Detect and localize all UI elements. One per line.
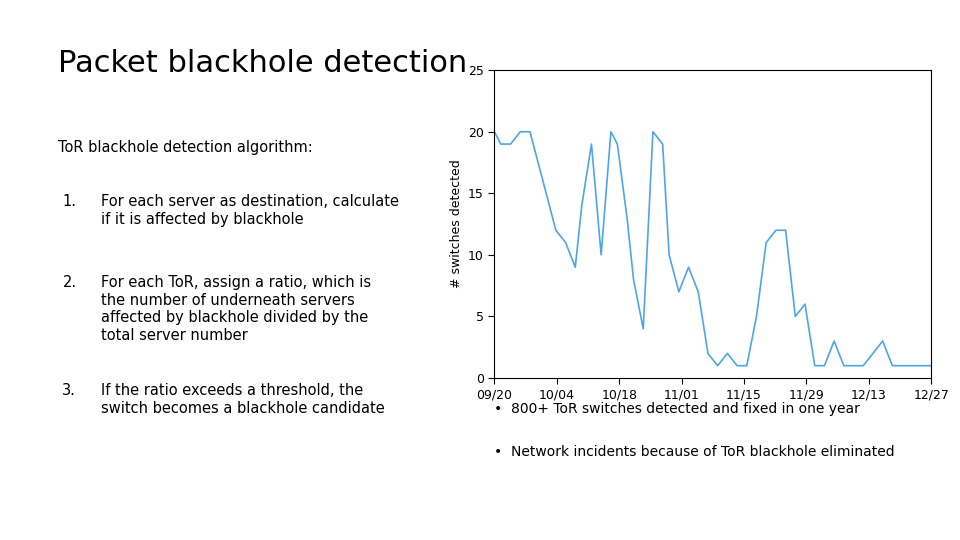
- Text: If the ratio exceeds a threshold, the
switch becomes a blackhole candidate: If the ratio exceeds a threshold, the sw…: [101, 383, 385, 416]
- Text: Packet blackhole detection: Packet blackhole detection: [58, 49, 467, 78]
- Text: 2.: 2.: [62, 275, 77, 291]
- Text: For each ToR, assign a ratio, which is
the number of underneath servers
affected: For each ToR, assign a ratio, which is t…: [101, 275, 371, 342]
- Text: For each server as destination, calculate
if it is affected by blackhole: For each server as destination, calculat…: [101, 194, 398, 227]
- Text: 3.: 3.: [62, 383, 76, 399]
- Y-axis label: # switches detected: # switches detected: [449, 160, 463, 288]
- Text: •  Network incidents because of ToR blackhole eliminated: • Network incidents because of ToR black…: [494, 446, 895, 460]
- Text: •  800+ ToR switches detected and fixed in one year: • 800+ ToR switches detected and fixed i…: [494, 402, 860, 416]
- Text: 1.: 1.: [62, 194, 77, 210]
- Text: ToR blackhole detection algorithm:: ToR blackhole detection algorithm:: [58, 140, 312, 156]
